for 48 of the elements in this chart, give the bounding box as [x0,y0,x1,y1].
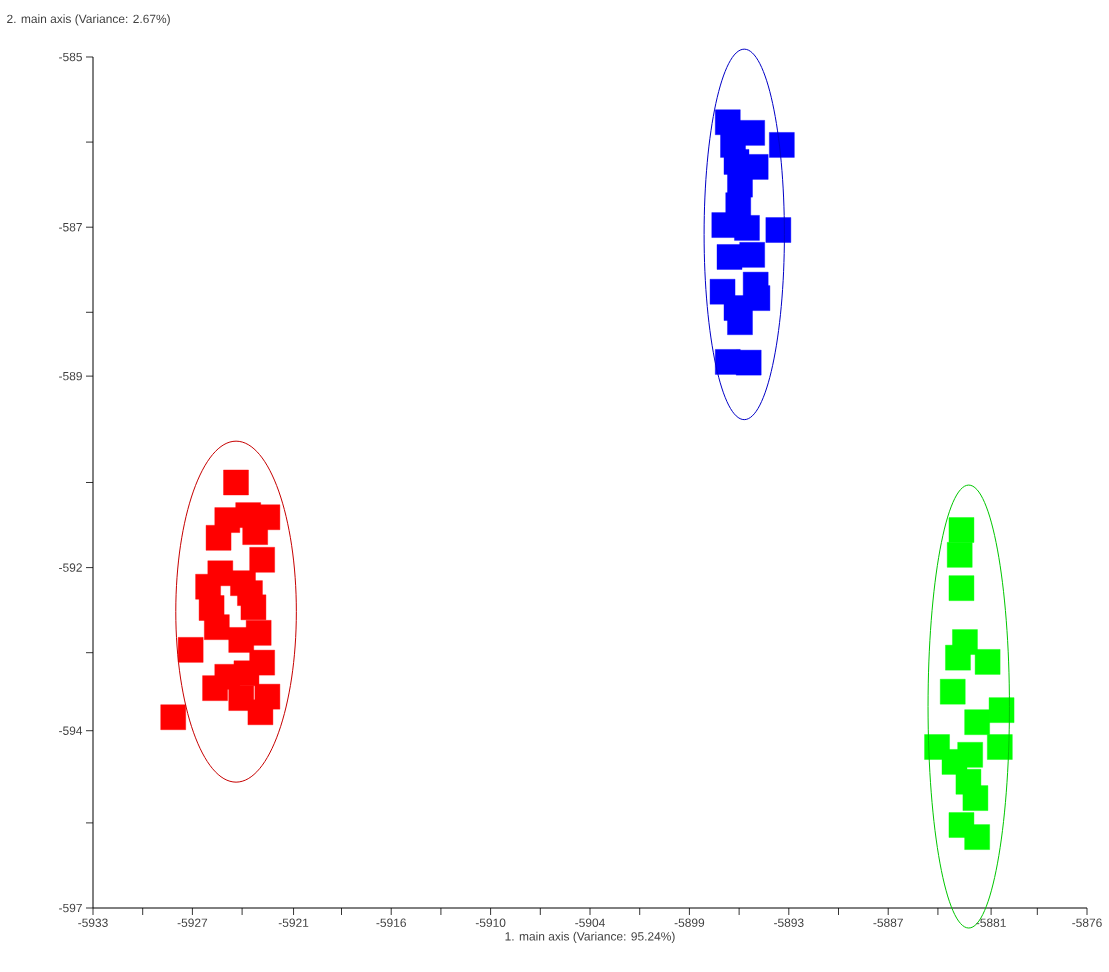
y-tick-label: -585 [59,52,82,62]
x-tick-label: -5910 [475,918,506,927]
x-tick-label: -5904 [575,918,605,927]
x-tick-label: -5933 [78,918,108,927]
y-axis-title: 2. main axis (Variance: 2.67%) [7,14,170,26]
point [249,547,275,573]
x-tick-label: -5916 [376,918,406,927]
point [204,614,230,640]
point [962,785,989,811]
point [734,215,760,241]
x-tick-label: -5881 [976,918,1006,927]
x-axis-title: 1. main axis (Variance: 95.24%) [505,931,675,943]
point [240,594,267,621]
point [177,637,204,663]
point [945,644,971,671]
point [736,349,762,376]
x-tick-label: -5887 [873,918,903,927]
point [765,217,792,243]
x-tick-label: -5921 [278,918,309,927]
x-tick-label: -5927 [177,918,208,927]
y-tick-label: -592 [59,563,82,572]
point [964,824,990,850]
point [987,734,1013,760]
x-tick-label: -5899 [674,918,705,927]
point [223,469,249,496]
point [948,517,975,543]
y-tick-label: -597 [59,903,82,913]
point [247,699,274,725]
point [948,575,975,601]
point [739,242,765,268]
point [988,697,1015,723]
point [214,664,240,690]
point [940,679,966,705]
point [715,109,741,135]
point [964,709,990,735]
x-tick-label: -5893 [774,918,804,927]
y-tick-label: -589 [59,371,82,381]
point [727,309,753,335]
y-tick-label: -594 [59,726,83,735]
y-tick-label: -587 [59,222,82,232]
point [160,704,186,730]
point [941,749,968,775]
point [947,542,973,568]
point [974,649,1001,675]
point [769,132,795,158]
point [245,620,272,646]
x-tick-label: -5876 [1072,918,1102,927]
point [205,525,232,551]
